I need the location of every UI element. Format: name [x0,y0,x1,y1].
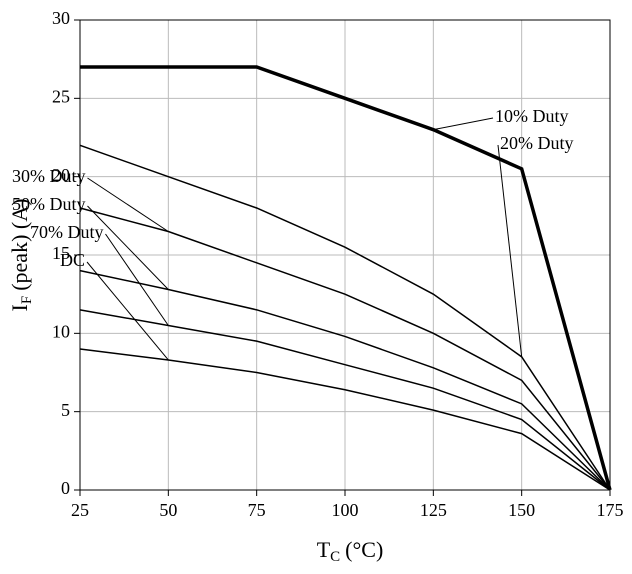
y-label-symbol: I [7,304,32,311]
plot-frame [79,19,611,491]
series-line [79,269,611,491]
series-label: 10% Duty [495,106,569,126]
series-line [79,348,611,491]
y-tick-label: 10 [52,321,70,341]
x-label-symbol: T [317,537,331,562]
x-tick-label: 175 [597,500,624,520]
leader-line [105,233,169,326]
y-label-subscript: F [19,296,35,304]
series-label: 20% Duty [500,133,574,153]
y-tick-label: 15 [52,243,70,263]
y-label-unit: (peak) (A) [7,199,32,291]
leader-line [86,261,169,361]
y-tick-label: 0 [61,478,70,498]
x-tick-label: 75 [248,500,266,520]
x-label-unit: (°C) [345,537,383,562]
x-tick-label: 50 [159,500,177,520]
series-label: 30% Duty [12,166,86,186]
leader-line [433,117,494,131]
series-label: 50% Duty [12,194,86,214]
x-label-subscript: C [330,549,340,565]
leader-line [87,205,169,290]
series-label: DC [60,250,85,270]
y-tick-label: 20 [52,165,70,185]
x-tick-label: 100 [332,500,359,520]
x-tick-label: 125 [420,500,447,520]
x-tick-label: 150 [508,500,535,520]
y-tick-label: 25 [52,86,70,106]
y-axis-label: IF (peak) (A) [7,199,35,312]
series-line [80,65,612,491]
x-tick-label: 25 [71,500,89,520]
series-label: 70% Duty [30,222,104,242]
x-axis-label: TC (°C) [317,537,384,565]
leader-line [497,144,523,357]
y-tick-label: 5 [61,400,70,420]
y-tick-label: 30 [52,8,70,28]
leader-line [87,177,169,232]
